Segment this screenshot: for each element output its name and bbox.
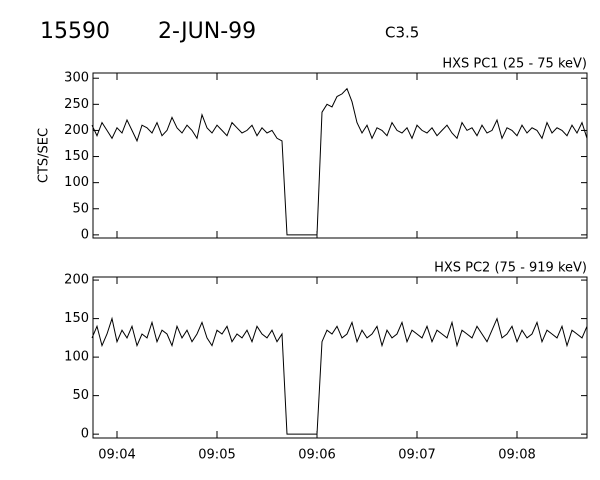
x-tick-label: 09:04 bbox=[98, 448, 135, 463]
panel-title: HXS PC2 (75 - 919 keV) bbox=[434, 261, 587, 276]
y-tick-label: 250 bbox=[64, 97, 89, 112]
y-tick-label: 100 bbox=[64, 350, 89, 365]
event-date: 2-JUN-99 bbox=[158, 19, 256, 44]
plot-frame bbox=[92, 72, 588, 239]
x-tick-label: 09:05 bbox=[198, 448, 235, 463]
flare-class: C3.5 bbox=[385, 24, 419, 42]
y-axis-label: CTS/SEC bbox=[37, 128, 52, 183]
y-tick-label: 0 bbox=[81, 427, 89, 442]
y-tick-label: 200 bbox=[64, 273, 89, 288]
y-tick-label: 300 bbox=[64, 71, 89, 86]
data-line bbox=[91, 316, 588, 435]
panel-title: HXS PC1 (25 - 75 keV) bbox=[442, 57, 587, 72]
data-line bbox=[91, 87, 588, 236]
y-tick-label: 0 bbox=[81, 227, 89, 242]
x-tick-label: 09:08 bbox=[498, 448, 535, 463]
x-tick-label: 09:07 bbox=[398, 448, 435, 463]
y-tick-label: 50 bbox=[72, 201, 89, 216]
y-tick-label: 150 bbox=[64, 149, 89, 164]
y-tick-label: 200 bbox=[64, 123, 89, 138]
y-tick-label: 50 bbox=[72, 388, 89, 403]
y-tick-label: 150 bbox=[64, 311, 89, 326]
event-number: 15590 bbox=[40, 19, 110, 44]
x-tick-label: 09:06 bbox=[298, 448, 335, 463]
y-tick-label: 100 bbox=[64, 175, 89, 190]
